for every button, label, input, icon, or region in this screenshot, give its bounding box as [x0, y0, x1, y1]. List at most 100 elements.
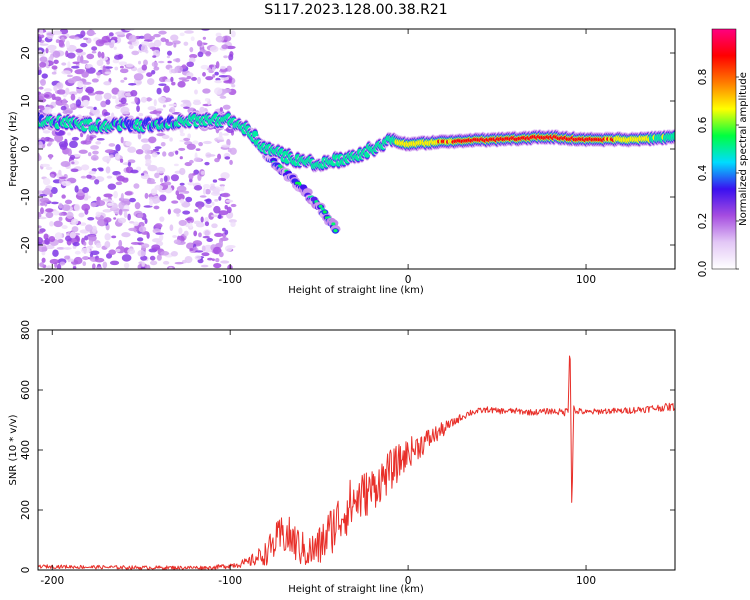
- spectrogram-noise-cell: [163, 181, 172, 186]
- figure-title: S117.2023.128.00.38.R21: [264, 2, 447, 18]
- spectrogram-noise-cell: [197, 51, 204, 58]
- spectrogram-noise-cell: [91, 46, 98, 51]
- spectrogram-noise-cell: [155, 232, 165, 235]
- spectrogram-noise-cell: [178, 77, 188, 80]
- spectrogram-noise-cell: [81, 164, 90, 171]
- spectrogram-noise-cell: [38, 231, 44, 234]
- spectrogram-noise-cell: [181, 79, 190, 82]
- spectrogram-noise-cell: [205, 50, 211, 57]
- spectrogram-noise-cell: [38, 141, 43, 148]
- spectrogram-noise-cell: [120, 97, 127, 105]
- spectrogram-noise-cell: [168, 151, 175, 157]
- spectrogram-noise-cell: [159, 194, 167, 202]
- spectrogram-noise-cell: [149, 198, 154, 207]
- spectrogram-noise-cell: [120, 136, 124, 144]
- spectrogram-noise-cell: [72, 61, 80, 65]
- spectrogram-noise-cell: [148, 136, 157, 144]
- spectrogram-noise-cell: [193, 185, 203, 191]
- spectrogram-noise-cell: [90, 202, 97, 208]
- spectrogram-noise-cell: [62, 110, 73, 115]
- spectrogram-noise-cell: [81, 71, 89, 78]
- spectrogram-noise-cell: [176, 185, 187, 193]
- spectrogram-noise-cell: [154, 146, 162, 149]
- spectrogram-ridge-cell: [252, 130, 259, 138]
- spectrogram-noise-cell: [163, 85, 170, 93]
- spectrogram-noise-cell: [133, 221, 139, 227]
- spectrogram-noise-cell: [150, 188, 158, 196]
- spectrogram-noise-cell: [58, 202, 63, 209]
- spectrogram-ytick-label: -20: [20, 236, 32, 253]
- spectrogram-noise-cell: [80, 30, 86, 37]
- spectrogram-noise-cell: [88, 239, 94, 246]
- snr-xtick-label: -200: [40, 575, 64, 587]
- spectrogram-noise-cell: [208, 64, 214, 68]
- spectrogram-noise-cell: [45, 166, 53, 171]
- spectrogram-noise-cell: [204, 221, 210, 227]
- colorbar: 0.0 0.2 0.4 0.6 0.8 Normalized spectral ampl…: [697, 28, 749, 278]
- spectrogram-noise-cell: [82, 187, 90, 194]
- spectrogram-noise-cell: [103, 217, 112, 223]
- spectrogram-noise-cell: [134, 96, 138, 104]
- spectrogram-noise-cell: [114, 66, 119, 71]
- spectrogram-noise-cell: [53, 220, 63, 228]
- spectrogram-noise-cell: [226, 206, 232, 214]
- spectrogram-noise-cell: [158, 30, 167, 35]
- spectrogram-branch-cell: [331, 222, 336, 226]
- spectrogram-noise-cell: [202, 235, 210, 239]
- spectrogram-xtick-label: -100: [218, 274, 242, 286]
- spectrogram-noise-cell: [49, 258, 60, 265]
- spectrogram-noise-cell: [138, 226, 147, 233]
- spectrogram-noise-cell: [136, 166, 142, 172]
- spectrogram-branch-cell: [297, 181, 302, 185]
- spectrogram-noise-cell: [128, 44, 134, 50]
- spectrogram-noise-cell: [38, 237, 43, 244]
- spectrogram-noise-cell: [173, 208, 182, 214]
- spectrogram-noise-cell: [138, 35, 146, 39]
- colorbar-tick-label: 0.8: [697, 69, 709, 86]
- spectrogram-noise-cell: [118, 208, 123, 216]
- spectrogram-noise-cell: [103, 81, 112, 86]
- spectrogram-noise-cell: [95, 211, 101, 218]
- spectrogram-noise-cell: [58, 176, 67, 180]
- snr-plot-area: [38, 330, 675, 570]
- snr-xtick-label: -100: [218, 575, 242, 587]
- spectrogram-noise-cell: [186, 143, 196, 150]
- spectrogram-noise-cell: [96, 266, 103, 269]
- spectrogram-noise-cell: [88, 152, 92, 157]
- spectrogram-noise-cell: [218, 131, 223, 138]
- spectrogram-noise-cell: [169, 106, 176, 114]
- spectrogram-noise-cell: [214, 199, 219, 202]
- spectrogram-noise-cell: [38, 216, 47, 220]
- spectrogram-noise-cell: [109, 42, 115, 49]
- spectrogram-noise-cell: [83, 241, 87, 246]
- spectrogram-noise-cell: [152, 200, 158, 205]
- spectrogram-noise-cell: [213, 205, 221, 214]
- spectrogram-noise-cell: [97, 51, 102, 58]
- spectrogram-noise-cell: [154, 172, 160, 179]
- spectrogram-noise-cell: [141, 64, 148, 71]
- spectrogram-noise-cell: [61, 70, 72, 75]
- spectrogram-noise-cell: [204, 161, 210, 166]
- colorbar-tick-label: 0.0: [697, 261, 709, 278]
- spectrogram-noise-cell: [119, 65, 124, 69]
- spectrogram-noise-cell: [53, 85, 58, 92]
- spectrogram-noise-cell: [98, 168, 104, 172]
- spectrogram-noise-cell: [39, 106, 45, 111]
- spectrogram-noise-cell: [40, 163, 51, 167]
- spectrogram-noise-cell: [111, 95, 117, 100]
- spectrogram-noise-cell: [159, 216, 165, 222]
- spectrogram-noise-cell: [66, 52, 76, 59]
- spectrogram-noise-cell: [221, 144, 231, 148]
- spectrogram-noise-cell: [166, 55, 171, 59]
- spectrogram-noise-cell: [91, 51, 97, 54]
- snr-ytick-label: 400: [20, 440, 32, 460]
- spectrogram-noise-cell: [58, 212, 64, 216]
- spectrogram-noise-cell: [82, 256, 90, 261]
- spectrogram-noise-cell: [143, 59, 148, 66]
- spectrogram-noise-cell: [92, 150, 99, 155]
- spectrogram-noise-cell: [49, 221, 54, 227]
- spectrogram-noise-cell: [39, 262, 45, 268]
- spectrogram-noise-cell: [221, 44, 229, 50]
- spectrogram-noise-cell: [145, 158, 152, 165]
- spectrogram-noise-cell: [180, 103, 187, 108]
